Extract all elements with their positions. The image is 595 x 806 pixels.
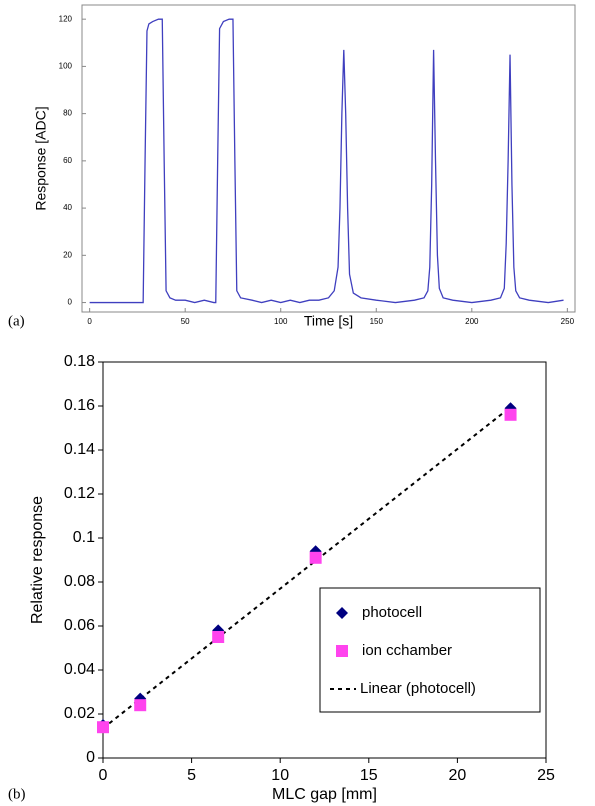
- y-tick-label: 0.18: [64, 353, 95, 370]
- legend-box: [319, 587, 541, 713]
- legend-marker: [336, 607, 348, 619]
- data-line: [89, 18, 564, 304]
- y-tick-label: 20: [63, 250, 72, 259]
- y-tick-label: 0: [68, 298, 73, 307]
- y-tick-label: 0.1: [73, 529, 95, 546]
- x-tick-label: 200: [465, 317, 479, 326]
- y-tick-label: 120: [59, 14, 73, 23]
- trend-line: [102, 406, 512, 730]
- x-axis-label: MLC gap [mm]: [272, 786, 377, 803]
- y-tick-label: 0.08: [64, 573, 95, 590]
- panel-label: (a): [8, 313, 25, 329]
- x-tick-label: 100: [274, 317, 288, 326]
- y-axis-label: Response [ADC]: [33, 106, 49, 210]
- plot-frame: [81, 4, 576, 313]
- y-tick-label: 60: [63, 156, 72, 165]
- plot-frame: [102, 361, 547, 759]
- point: [134, 699, 147, 712]
- x-tick-label: 250: [561, 317, 575, 326]
- x-tick-label: 15: [360, 767, 378, 784]
- y-axis-label: Relative response: [29, 496, 46, 624]
- y-tick-label: 0.14: [64, 441, 95, 458]
- y-tick-label: 0.16: [64, 397, 95, 414]
- panel-label: (b): [8, 786, 26, 802]
- y-tick-label: 100: [59, 62, 73, 71]
- point: [504, 408, 517, 421]
- x-tick-label: 150: [370, 317, 384, 326]
- y-tick-label: 0: [86, 749, 95, 766]
- x-tick-label: 0: [99, 767, 108, 784]
- y-tick-label: 40: [63, 203, 72, 212]
- y-tick-label: 0.04: [64, 661, 95, 678]
- legend-marker: [336, 645, 348, 657]
- x-tick-label: 5: [187, 767, 196, 784]
- x-tick-label: 20: [449, 767, 467, 784]
- y-tick-label: 0.06: [64, 617, 95, 634]
- x-tick-label: 25: [537, 767, 555, 784]
- legend-label: photocell: [362, 604, 422, 621]
- legend-label: Linear (photocell): [360, 680, 476, 697]
- x-tick-label: 0: [87, 317, 92, 326]
- legend-label: ion cchamber: [362, 642, 452, 659]
- x-axis-label: Time [s]: [304, 313, 353, 329]
- x-tick-label: 10: [271, 767, 289, 784]
- point: [309, 551, 322, 564]
- y-tick-label: 0.02: [64, 705, 95, 722]
- x-tick-label: 50: [181, 317, 190, 326]
- point: [212, 631, 225, 643]
- y-tick-label: 80: [63, 109, 72, 118]
- y-tick-label: 0.12: [64, 485, 95, 502]
- point: [97, 721, 109, 734]
